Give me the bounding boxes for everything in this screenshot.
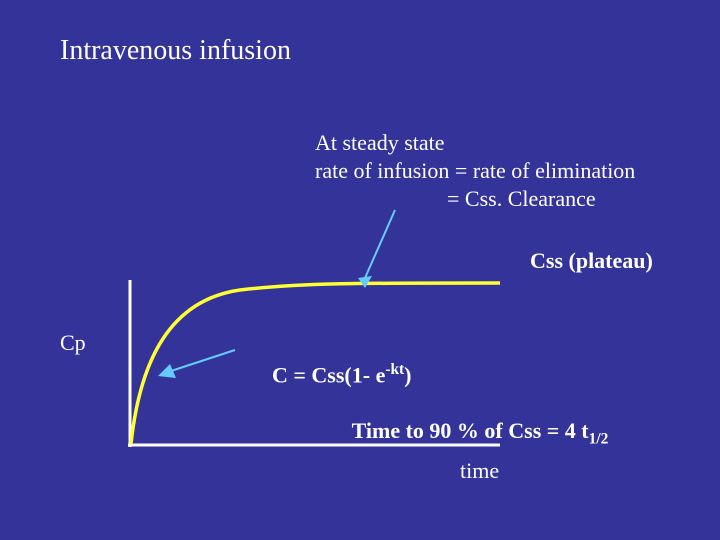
equation-prefix: C = Css(1- e [272, 362, 385, 387]
arrow-to-plateau [358, 210, 395, 288]
equation-suffix: ) [404, 362, 411, 387]
arrow-to-curve [158, 350, 235, 378]
time-to-90-prefix: Time to 90 % of Css = 4 t [352, 418, 589, 443]
css-plateau-label: Css (plateau) [530, 248, 653, 274]
steady-state-line-3: = Css. Clearance [315, 186, 596, 212]
arrow-to-curve-head [158, 364, 176, 378]
arrow-to-plateau-head [358, 276, 372, 288]
time-to-90-sub: 1/2 [589, 430, 609, 447]
arrow-to-curve-line [168, 350, 235, 372]
slide-root: Intravenous infusion At steady state rat… [0, 0, 720, 540]
arrow-to-plateau-line [365, 210, 395, 278]
slide-title: Intravenous infusion [60, 35, 291, 67]
x-axis-label-time: time [460, 458, 499, 484]
steady-state-line-1: At steady state [315, 130, 445, 156]
y-axis-label-cp: Cp [60, 330, 86, 356]
equation-exponent: -kt [385, 361, 404, 378]
steady-state-line-2: rate of infusion = rate of elimination [315, 158, 635, 184]
